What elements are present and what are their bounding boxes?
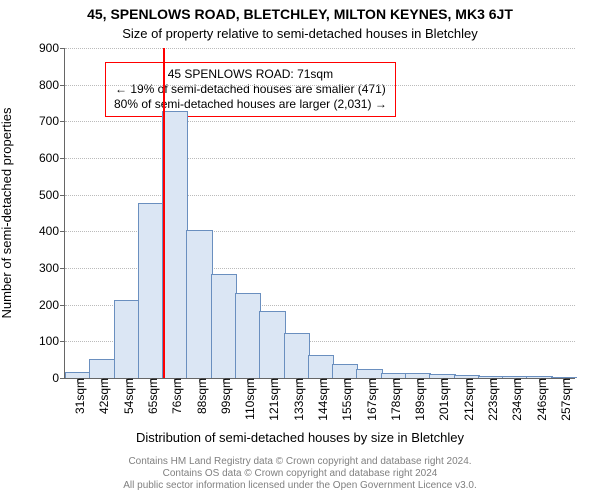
x-tick-label: 212sqm xyxy=(456,378,476,421)
x-tick-label: 144sqm xyxy=(310,378,330,421)
bar xyxy=(89,359,115,378)
x-tick-label: 178sqm xyxy=(383,378,403,421)
grid-line xyxy=(65,48,575,49)
bar xyxy=(259,311,285,378)
x-tick-label: 76sqm xyxy=(164,378,184,414)
x-tick-label: 189sqm xyxy=(407,378,427,421)
y-tick-label: 100 xyxy=(39,334,65,348)
y-tick-label: 400 xyxy=(39,224,65,238)
y-tick-label: 0 xyxy=(52,371,65,385)
x-tick-label: 234sqm xyxy=(504,378,524,421)
y-tick-label: 700 xyxy=(39,114,65,128)
footer-attribution: Contains HM Land Registry data © Crown c… xyxy=(0,456,600,492)
x-tick-label: 121sqm xyxy=(261,378,281,421)
x-tick-label: 155sqm xyxy=(334,378,354,421)
footer-line: Contains HM Land Registry data © Crown c… xyxy=(0,456,600,468)
x-tick-label: 88sqm xyxy=(189,378,209,414)
bar xyxy=(162,111,188,378)
footer-line: Contains OS data © Crown copyright and d… xyxy=(0,468,600,480)
y-tick-label: 300 xyxy=(39,261,65,275)
y-tick-label: 200 xyxy=(39,298,65,312)
grid-line xyxy=(65,121,575,122)
y-tick-label: 500 xyxy=(39,188,65,202)
y-tick-label: 800 xyxy=(39,78,65,92)
x-tick-label: 133sqm xyxy=(286,378,306,421)
x-axis-label: Distribution of semi-detached houses by … xyxy=(0,430,600,445)
grid-line xyxy=(65,158,575,159)
grid-line xyxy=(65,85,575,86)
chart-title: 45, SPENLOWS ROAD, BLETCHLEY, MILTON KEY… xyxy=(0,6,600,22)
chart-subtitle: Size of property relative to semi-detach… xyxy=(0,26,600,41)
annotation-line: 80% of semi-detached houses are larger (… xyxy=(114,97,387,112)
y-tick-label: 900 xyxy=(39,41,65,55)
x-tick-label: 223sqm xyxy=(480,378,500,421)
bar xyxy=(356,369,382,378)
x-tick-label: 31sqm xyxy=(67,378,87,414)
bar xyxy=(211,274,237,378)
plot-area: 45 SPENLOWS ROAD: 71sqm← 19% of semi-det… xyxy=(64,48,575,379)
bar xyxy=(114,300,140,378)
x-tick-label: 99sqm xyxy=(213,378,233,414)
annotation-box: 45 SPENLOWS ROAD: 71sqm← 19% of semi-det… xyxy=(105,62,396,117)
bar xyxy=(138,203,164,378)
x-tick-label: 65sqm xyxy=(140,378,160,414)
footer-line: All public sector information licensed u… xyxy=(0,480,600,492)
y-axis-label: Number of semi-detached properties xyxy=(0,108,14,319)
marker-line xyxy=(163,48,165,378)
x-tick-label: 201sqm xyxy=(431,378,451,421)
bar xyxy=(308,355,334,378)
x-tick-label: 257sqm xyxy=(553,378,573,421)
grid-line xyxy=(65,195,575,196)
bar xyxy=(235,293,261,378)
x-tick-label: 110sqm xyxy=(237,378,257,420)
bar xyxy=(186,230,212,378)
x-tick-label: 42sqm xyxy=(91,378,111,414)
bar xyxy=(284,333,310,378)
y-tick-label: 600 xyxy=(39,151,65,165)
chart-container: 45, SPENLOWS ROAD, BLETCHLEY, MILTON KEY… xyxy=(0,0,600,500)
annotation-line: 45 SPENLOWS ROAD: 71sqm xyxy=(114,67,387,82)
x-tick-label: 167sqm xyxy=(359,378,379,421)
x-tick-label: 54sqm xyxy=(116,378,136,414)
bar xyxy=(332,364,358,378)
x-tick-label: 246sqm xyxy=(529,378,549,421)
